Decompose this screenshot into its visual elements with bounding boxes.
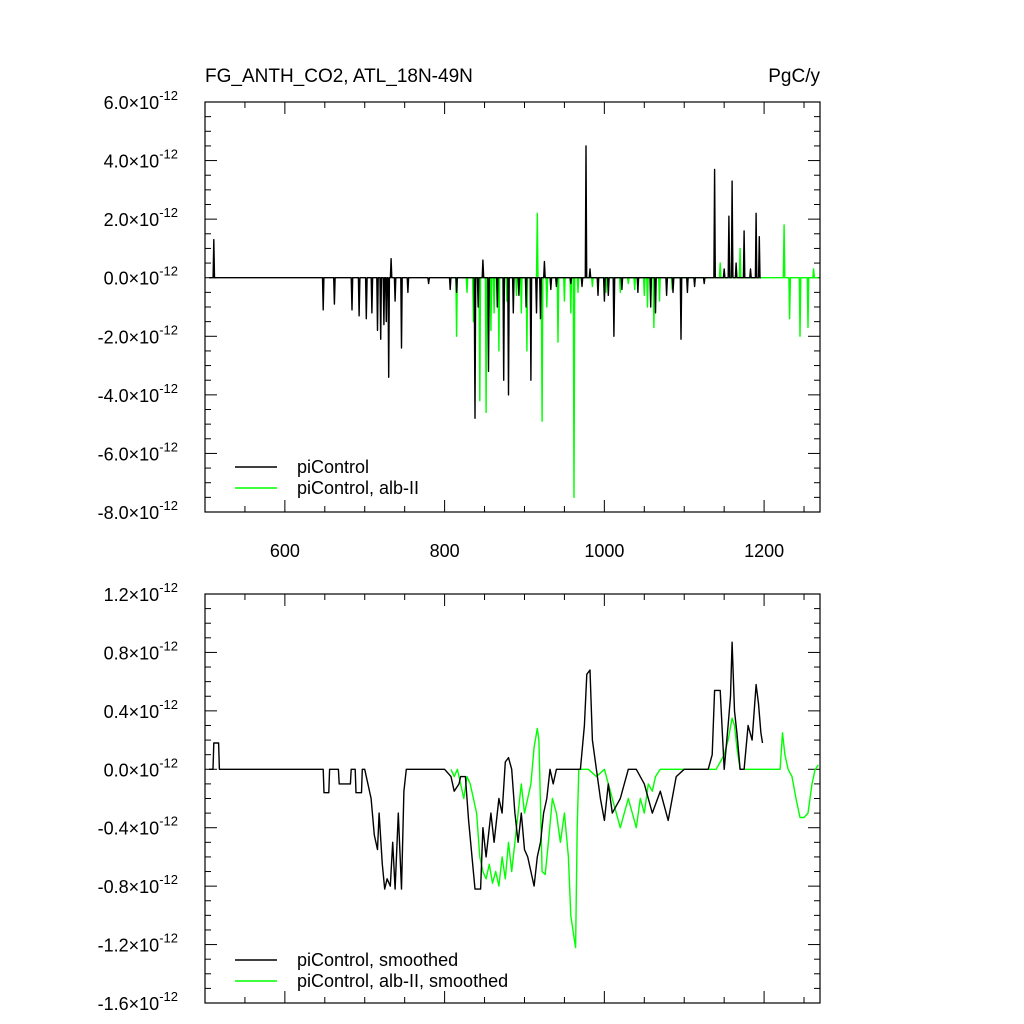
top-series-alb-ii [451, 212, 819, 499]
top-series-picontrol [209, 145, 761, 419]
top-x-tick-label: 800 [430, 541, 460, 561]
top-y-tick-label: 0.0×10-12 [104, 264, 178, 289]
bottom-y-tick-label: 0.4×10-12 [104, 697, 178, 722]
bottom-legend-label: piControl, smoothed [297, 950, 458, 970]
top-legend-label: piControl, alb-II [297, 478, 419, 498]
bottom-series-picontrol [209, 641, 764, 890]
top-series-line [209, 145, 761, 419]
top-series-line [451, 212, 819, 499]
bottom-y-tick-label: 0.0×10-12 [104, 755, 178, 780]
bottom-y-tick-label: 0.8×10-12 [104, 638, 178, 663]
top-y-tick-label: -6.0×10-12 [98, 439, 178, 464]
top-y-tick-label: 2.0×10-12 [104, 205, 178, 230]
bottom-y-tick-label: 1.2×10-12 [104, 580, 178, 605]
bottom-legend-label: piControl, alb-II, smoothed [297, 971, 508, 991]
bottom-series-line [209, 641, 764, 890]
top-x-tick-label: 600 [270, 541, 300, 561]
bottom-series-alb-ii [450, 717, 819, 949]
bottom-plot-frame [204, 593, 821, 1004]
bottom-y-tick-label: -0.8×10-12 [98, 872, 178, 897]
bottom-chart: 1.2×10-12 0.8×10-12 0.4×10-12 0.0×10-12 -0.4… [98, 580, 821, 1014]
top-chart-title: FG_ANTH_CO2, ATL_18N-49N [205, 66, 473, 87]
bottom-series-line [450, 717, 819, 949]
top-x-tick-label: 1200 [744, 541, 784, 561]
top-legend-label: piControl [297, 457, 369, 477]
top-y-tick-label: 6.0×10-12 [104, 88, 178, 113]
top-y-tick-label: 4.0×10-12 [104, 147, 178, 172]
top-chart: FG_ANTH_CO2, ATL_18N-49N PgC/y 600 800 100… [98, 66, 821, 561]
bottom-y-tick-label: -1.2×10-12 [98, 931, 178, 956]
top-y-tick-label: -2.0×10-12 [98, 322, 178, 347]
top-y-tick-label: -8.0×10-12 [98, 498, 178, 523]
bottom-y-tick-label: -0.4×10-12 [98, 814, 178, 839]
bottom-y-tick-label: -1.6×10-12 [98, 989, 178, 1014]
top-y-tick-label: -4.0×10-12 [98, 381, 178, 406]
top-x-tick-label: 1000 [584, 541, 624, 561]
top-chart-units: PgC/y [768, 66, 820, 87]
